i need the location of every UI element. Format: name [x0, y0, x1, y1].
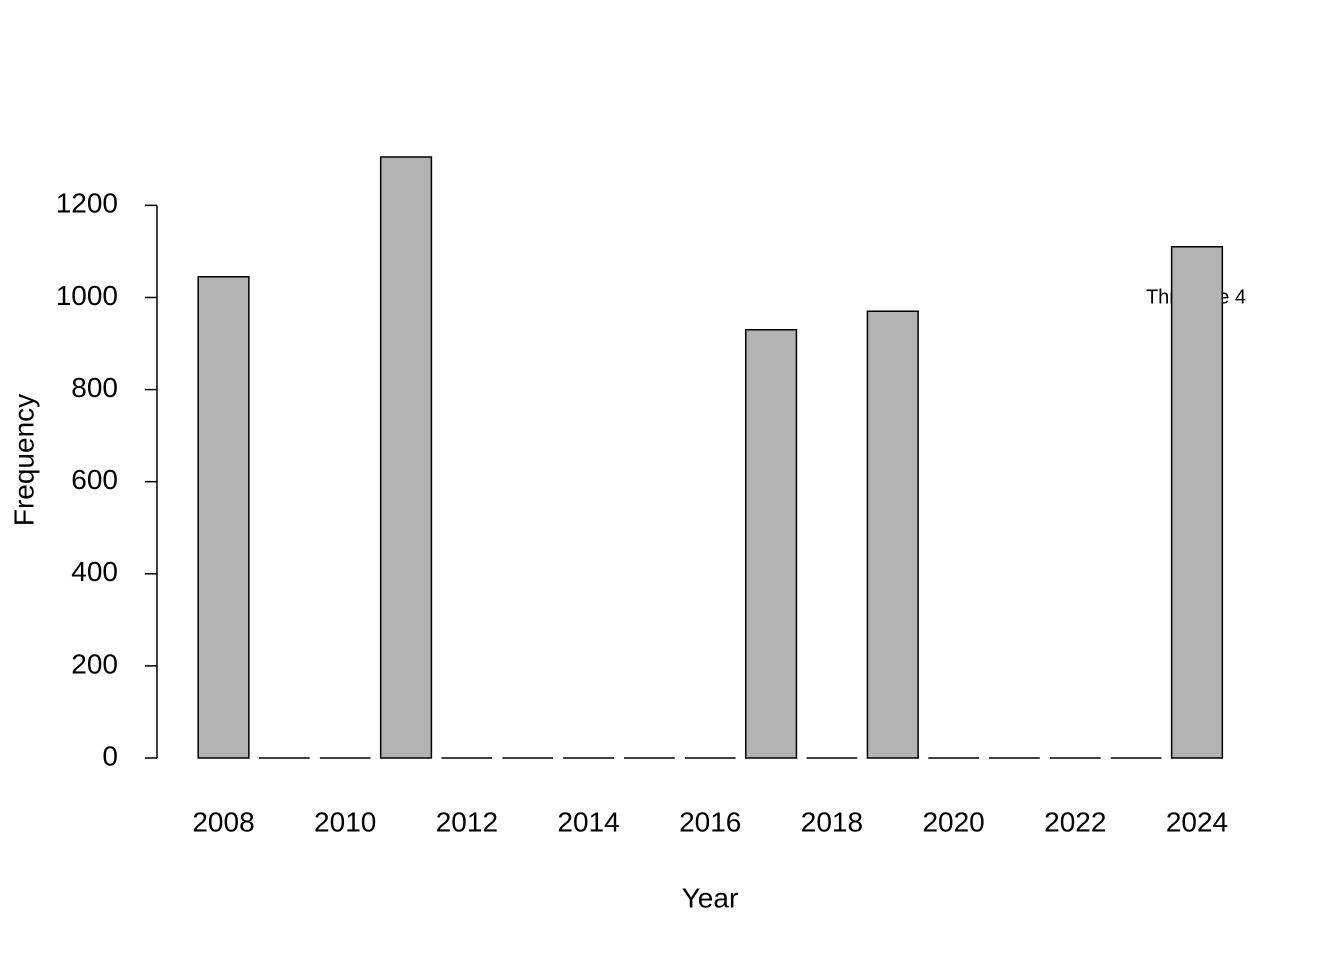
bar [866, 310, 919, 759]
x-tick-label: 2008 [192, 806, 254, 837]
x-axis-label: Year [682, 882, 739, 913]
x-tick-label: 2018 [801, 806, 863, 837]
x-tick-label: 2022 [1044, 806, 1106, 837]
y-tick-label: 400 [71, 556, 118, 587]
x-tick-label: 2014 [557, 806, 619, 837]
y-tick-label: 800 [71, 372, 118, 403]
x-tick-label: 2010 [314, 806, 376, 837]
x-tick-label: 2012 [436, 806, 498, 837]
y-axis-label: Frequency [8, 394, 39, 526]
bar [197, 275, 250, 759]
y-tick-label: 0 [102, 740, 118, 771]
y-tick-label: 600 [71, 464, 118, 495]
x-tick-label: 2020 [922, 806, 984, 837]
bar [1170, 246, 1224, 759]
bar [744, 328, 798, 759]
x-tick-label: 2024 [1166, 806, 1228, 837]
y-tick-label: 200 [71, 648, 118, 679]
x-tick-label: 2016 [679, 806, 741, 837]
bar [379, 156, 433, 759]
y-tick-label: 1000 [56, 280, 118, 311]
y-tick-label: 1200 [56, 188, 118, 219]
